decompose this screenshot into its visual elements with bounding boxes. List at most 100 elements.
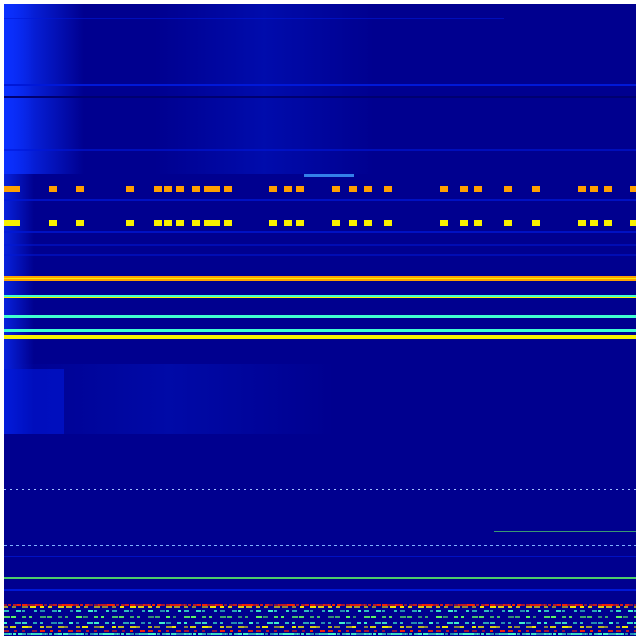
bright-line	[4, 278, 636, 279]
noise-segment	[148, 606, 152, 608]
dotted-line	[628, 545, 631, 546]
dash-mark-row-1	[440, 186, 448, 192]
dotted-line	[100, 545, 103, 546]
noise-segment	[220, 633, 226, 635]
dotted-line	[16, 545, 19, 546]
noise-segment	[245, 616, 248, 618]
noise-segment	[591, 622, 597, 624]
noise-segment	[76, 616, 82, 618]
noise-segment	[411, 622, 417, 624]
noise-segment	[139, 633, 144, 635]
noise-segment	[4, 633, 10, 635]
noise-segment	[157, 604, 161, 606]
noise-segment	[328, 633, 334, 635]
noise-segment	[14, 630, 17, 632]
noise-segment	[634, 630, 636, 632]
noise-segment	[283, 633, 288, 635]
dotted-line	[418, 489, 420, 490]
noise-segment	[606, 606, 612, 608]
noise-segment	[426, 606, 432, 608]
noise-segment	[382, 610, 385, 612]
noise-segment	[328, 616, 334, 618]
noise-segment	[441, 633, 444, 635]
noise-segment	[472, 622, 475, 624]
noise-segment	[406, 626, 412, 628]
noise-segment	[513, 633, 516, 635]
noise-segment	[166, 630, 169, 632]
noise-segment	[287, 604, 293, 606]
noise-segment	[500, 630, 505, 632]
noise-segment	[292, 626, 296, 628]
dotted-line	[160, 489, 162, 490]
noise-segment	[483, 622, 489, 624]
noise-segment	[369, 633, 372, 635]
noise-segment	[173, 616, 176, 618]
noise-segment	[76, 606, 80, 608]
dotted-line	[16, 489, 18, 490]
dotted-line	[406, 489, 408, 490]
dotted-line	[118, 545, 121, 546]
noise-segment	[478, 626, 484, 628]
noise-segment	[274, 604, 279, 606]
dotted-line	[580, 545, 583, 546]
noise-segment	[67, 604, 73, 606]
noise-segment	[247, 604, 253, 606]
noise-segment	[353, 616, 356, 618]
noise-segment	[112, 606, 116, 608]
noise-segment	[508, 626, 512, 628]
dash-mark-row-1	[212, 186, 220, 192]
noise-segment	[364, 604, 367, 606]
dotted-line	[352, 489, 354, 490]
dotted-line	[454, 545, 457, 546]
noise-segment	[526, 630, 529, 632]
noise-segment	[382, 604, 387, 606]
noise-segment	[220, 610, 225, 612]
noise-segment	[382, 622, 387, 624]
noise-segment	[408, 606, 412, 608]
noise-segment	[36, 633, 42, 635]
dotted-line	[622, 545, 625, 546]
noise-segment	[355, 633, 360, 635]
noise-segment	[598, 630, 601, 632]
dash-mark-row-2	[164, 220, 172, 226]
noise-segment	[556, 610, 561, 612]
noise-segment	[328, 604, 331, 606]
dotted-line	[340, 489, 342, 490]
dash-mark-row-1	[504, 186, 512, 192]
noise-segment	[270, 633, 274, 635]
dotted-line	[370, 545, 373, 546]
noise-segment	[310, 626, 316, 628]
noise-segment	[519, 622, 525, 624]
noise-segment	[585, 633, 588, 635]
dotted-line	[46, 545, 49, 546]
dotted-line	[106, 545, 109, 546]
noise-segment	[233, 604, 237, 606]
noise-segment	[418, 610, 421, 612]
noise-segment	[377, 604, 381, 606]
noise-segment	[414, 633, 418, 635]
dotted-line	[64, 545, 67, 546]
noise-segment	[180, 633, 186, 635]
dotted-line	[316, 489, 318, 490]
noise-segment	[310, 616, 314, 618]
noise-segment	[495, 633, 500, 635]
noise-segment	[230, 630, 233, 632]
dotted-line	[220, 489, 222, 490]
dotted-line	[358, 489, 360, 490]
noise-segment	[135, 633, 140, 635]
dotted-line	[502, 545, 505, 546]
dotted-line	[70, 545, 73, 546]
noise-segment	[177, 622, 181, 624]
noise-segment	[562, 610, 565, 612]
dotted-line	[634, 545, 636, 546]
noise-segment	[629, 604, 633, 606]
noise-segment	[166, 610, 169, 612]
noise-segment	[211, 604, 217, 606]
noise-segment	[40, 616, 46, 618]
dotted-line	[532, 489, 534, 490]
horizontal-band	[4, 254, 636, 256]
noise-segment	[166, 616, 170, 618]
noise-segment	[248, 630, 253, 632]
dash-mark-row-1	[224, 186, 232, 192]
noise-segment	[374, 630, 377, 632]
